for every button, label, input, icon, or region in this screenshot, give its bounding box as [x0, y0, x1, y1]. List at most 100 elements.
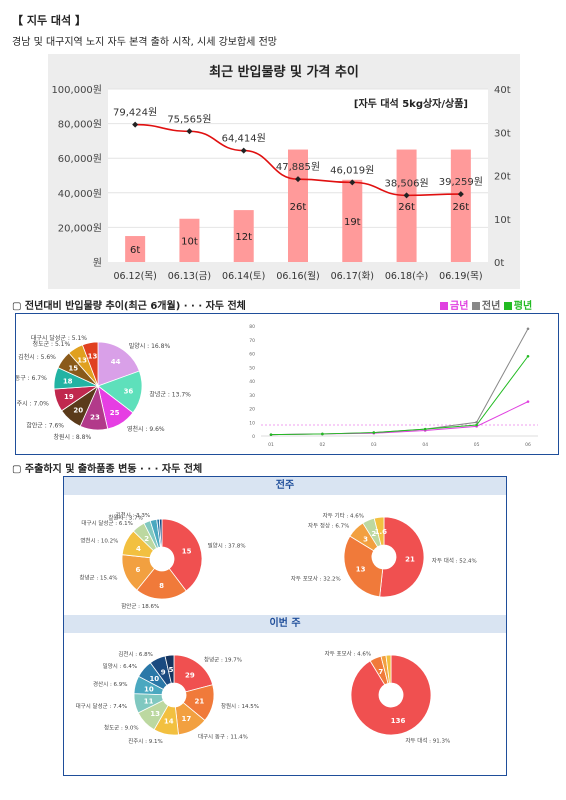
volume-bar	[450, 149, 471, 262]
trend-x-tick: 06	[525, 442, 531, 448]
this-variety-donut-value: 7	[378, 668, 383, 676]
origin-variety-charts: 15 밀양시 : 37.8% 8 함안군 : 18.6% 6 창녕군 : 15.4% 4 영천…	[76, 511, 477, 745]
trend-y-tick: 70	[249, 338, 255, 344]
legend-label-last-year: 전년	[481, 301, 501, 312]
x-tick: 06.16(월)	[276, 270, 319, 282]
prev-region-donut-value: 2	[144, 535, 149, 543]
this-region-donut-value: 5	[169, 666, 174, 674]
y-left-tick: 20,000원	[58, 222, 102, 234]
this-region-donut-value: 10	[149, 675, 159, 683]
x-tick: 06.13(금)	[168, 271, 211, 282]
legend-this-year: 금년	[440, 301, 468, 312]
price-label: 75,565원	[167, 113, 211, 125]
this-region-donut-label: 김천시 : 6.8%	[118, 650, 153, 658]
this-region-donut-label: 창원시 : 14.5%	[221, 702, 259, 710]
volume-bar	[342, 179, 363, 262]
this-variety-donut-slice	[385, 654, 392, 684]
price-label: 39,259원	[439, 176, 483, 188]
region-pie-value: 13	[77, 357, 87, 365]
prev-variety-donut-slice	[373, 516, 385, 546]
volume-bar-label: 19t	[344, 217, 361, 228]
report-title: 【 지두 대석 】	[12, 14, 86, 27]
trend-point	[475, 423, 478, 427]
legend-last-year: 전년	[471, 301, 501, 312]
y-left-tick: 80,000원	[58, 119, 102, 131]
volume-bar-label: 26t	[453, 202, 470, 213]
this-region-donut-label: 창녕군 : 19.7%	[204, 656, 242, 664]
price-marker	[240, 147, 247, 154]
legend-avg-year: 평년	[503, 301, 532, 312]
section-volume-trend-title: ▢ 전년대비 반입물량 추이(최근 6개월) · · · 자두 전체	[12, 301, 246, 312]
region-pie-value: 13	[88, 353, 98, 361]
legend-chip-avg-year	[503, 302, 512, 310]
price-label: 79,424원	[113, 107, 157, 119]
this-region-donut-label: 경산시 : 6.9%	[93, 680, 128, 688]
price-marker	[457, 191, 464, 198]
chart-title: 최근 반입물량 및 가격 추이	[209, 64, 359, 80]
section-origin-variety-title: ▢ 주출하지 및 출하품종 변동 · · · 자두 전체	[12, 464, 203, 475]
prev-variety-donut-slice	[343, 535, 384, 598]
price-label: 46,019원	[330, 164, 374, 176]
this-region-donut-slice	[164, 654, 175, 684]
volume-bar	[396, 149, 417, 262]
y-right-tick: 30t	[494, 128, 511, 139]
prev-region-donut-label: 김천시 : 3.3%	[116, 511, 151, 519]
volume-bar-label: 10t	[181, 236, 198, 247]
trend-y-tick: 30	[249, 393, 255, 399]
this-region-donut-value: 9	[161, 668, 166, 676]
legend-chip-last-year	[471, 302, 480, 310]
report-subtitle: 경남 및 대구지역 노지 자두 본격 출하 시작, 시세 강보합세 전망	[12, 37, 277, 48]
price-marker	[349, 179, 356, 186]
region-pie-slice	[97, 341, 140, 387]
region-pie-label: 영천시 : 9.6%	[127, 425, 165, 433]
prev-variety-donut-label: 자두 정상 : 6.7%	[308, 522, 349, 530]
legend-label-this-year: 금년	[450, 301, 469, 312]
prev-region-donut-slice	[136, 567, 187, 600]
trend-y-tick: 50	[249, 365, 255, 371]
prev-region-donut-value: 15	[182, 548, 192, 556]
trend-y-tick: 10	[249, 420, 255, 426]
prev-region-donut-label: 창녕군 : 15.4%	[79, 574, 117, 582]
price-marker	[186, 128, 193, 135]
y-right-tick: 0t	[494, 258, 504, 269]
this-region-donut-label: 진주시 : 9.1%	[128, 737, 163, 745]
region-pie-value: 44	[111, 358, 121, 366]
trend-point	[526, 354, 530, 358]
prev-region-donut-label: 대구시 달성군 : 6.1%	[81, 519, 132, 527]
region-pie-label: 창원시 : 8.8%	[54, 433, 92, 441]
trend-y-tick: 60	[249, 352, 255, 358]
trend-point	[526, 327, 530, 331]
this-variety-donut-slice	[350, 654, 432, 736]
prev-region-donut-value: 4	[136, 545, 141, 553]
price-marker	[295, 176, 301, 183]
volume-bar-label: 26t	[290, 202, 307, 213]
region-pie-value: 15	[68, 365, 78, 373]
region-pie-label: 김천시 : 5.6%	[18, 353, 56, 361]
region-pie-value: 36	[124, 388, 134, 396]
trend-x-tick: 04	[422, 442, 428, 448]
price-label: 64,414원	[222, 133, 266, 145]
volume-bar	[179, 218, 200, 262]
x-tick: 06.18(수)	[385, 271, 428, 282]
trend-x-tick: 02	[320, 442, 326, 448]
trend-y-tick: 0	[252, 434, 255, 440]
volume-trend-box: 44 밀양시 : 16.8% 36 창녕군 : 13.7% 25 영천시 : 9.6% 23…	[0, 313, 559, 455]
price-volume-chart: 최근 반입물량 및 가격 추이 [자두 대석 5kg상자/상품] 100,000원 8…	[51, 64, 511, 282]
trend-line-금년	[270, 401, 529, 436]
trend-point	[372, 431, 376, 434]
prev-region-donut-label: 영천시 : 10.2%	[80, 536, 118, 544]
prev-variety-donut-label: 자두 기타 : 4.6%	[323, 512, 364, 520]
region-pie-label: 창녕군 : 13.7%	[149, 391, 191, 399]
this-region-donut-value: 10	[144, 685, 154, 693]
chart-annotation: [자두 대석 5kg상자/상품]	[354, 97, 468, 110]
prev-variety-donut-value: 21	[405, 555, 415, 563]
price-marker	[403, 192, 410, 199]
this-region-donut-label: 밀양시 : 6.4%	[103, 662, 138, 670]
price-volume-panel: 최근 반입물량 및 가격 추이 [자두 대석 5kg상자/상품] 100,000원 8…	[48, 54, 520, 289]
this-variety-donut-label: 자두 포모사 : 4.6%	[325, 650, 371, 658]
y-left-tick: 40,000원	[58, 188, 102, 200]
this-region-donut-value: 11	[144, 698, 154, 706]
prev-variety-donut-value: 1.6	[375, 528, 388, 536]
this-region-donut-value: 21	[195, 698, 205, 706]
y-right-tick: 40t	[494, 85, 511, 96]
